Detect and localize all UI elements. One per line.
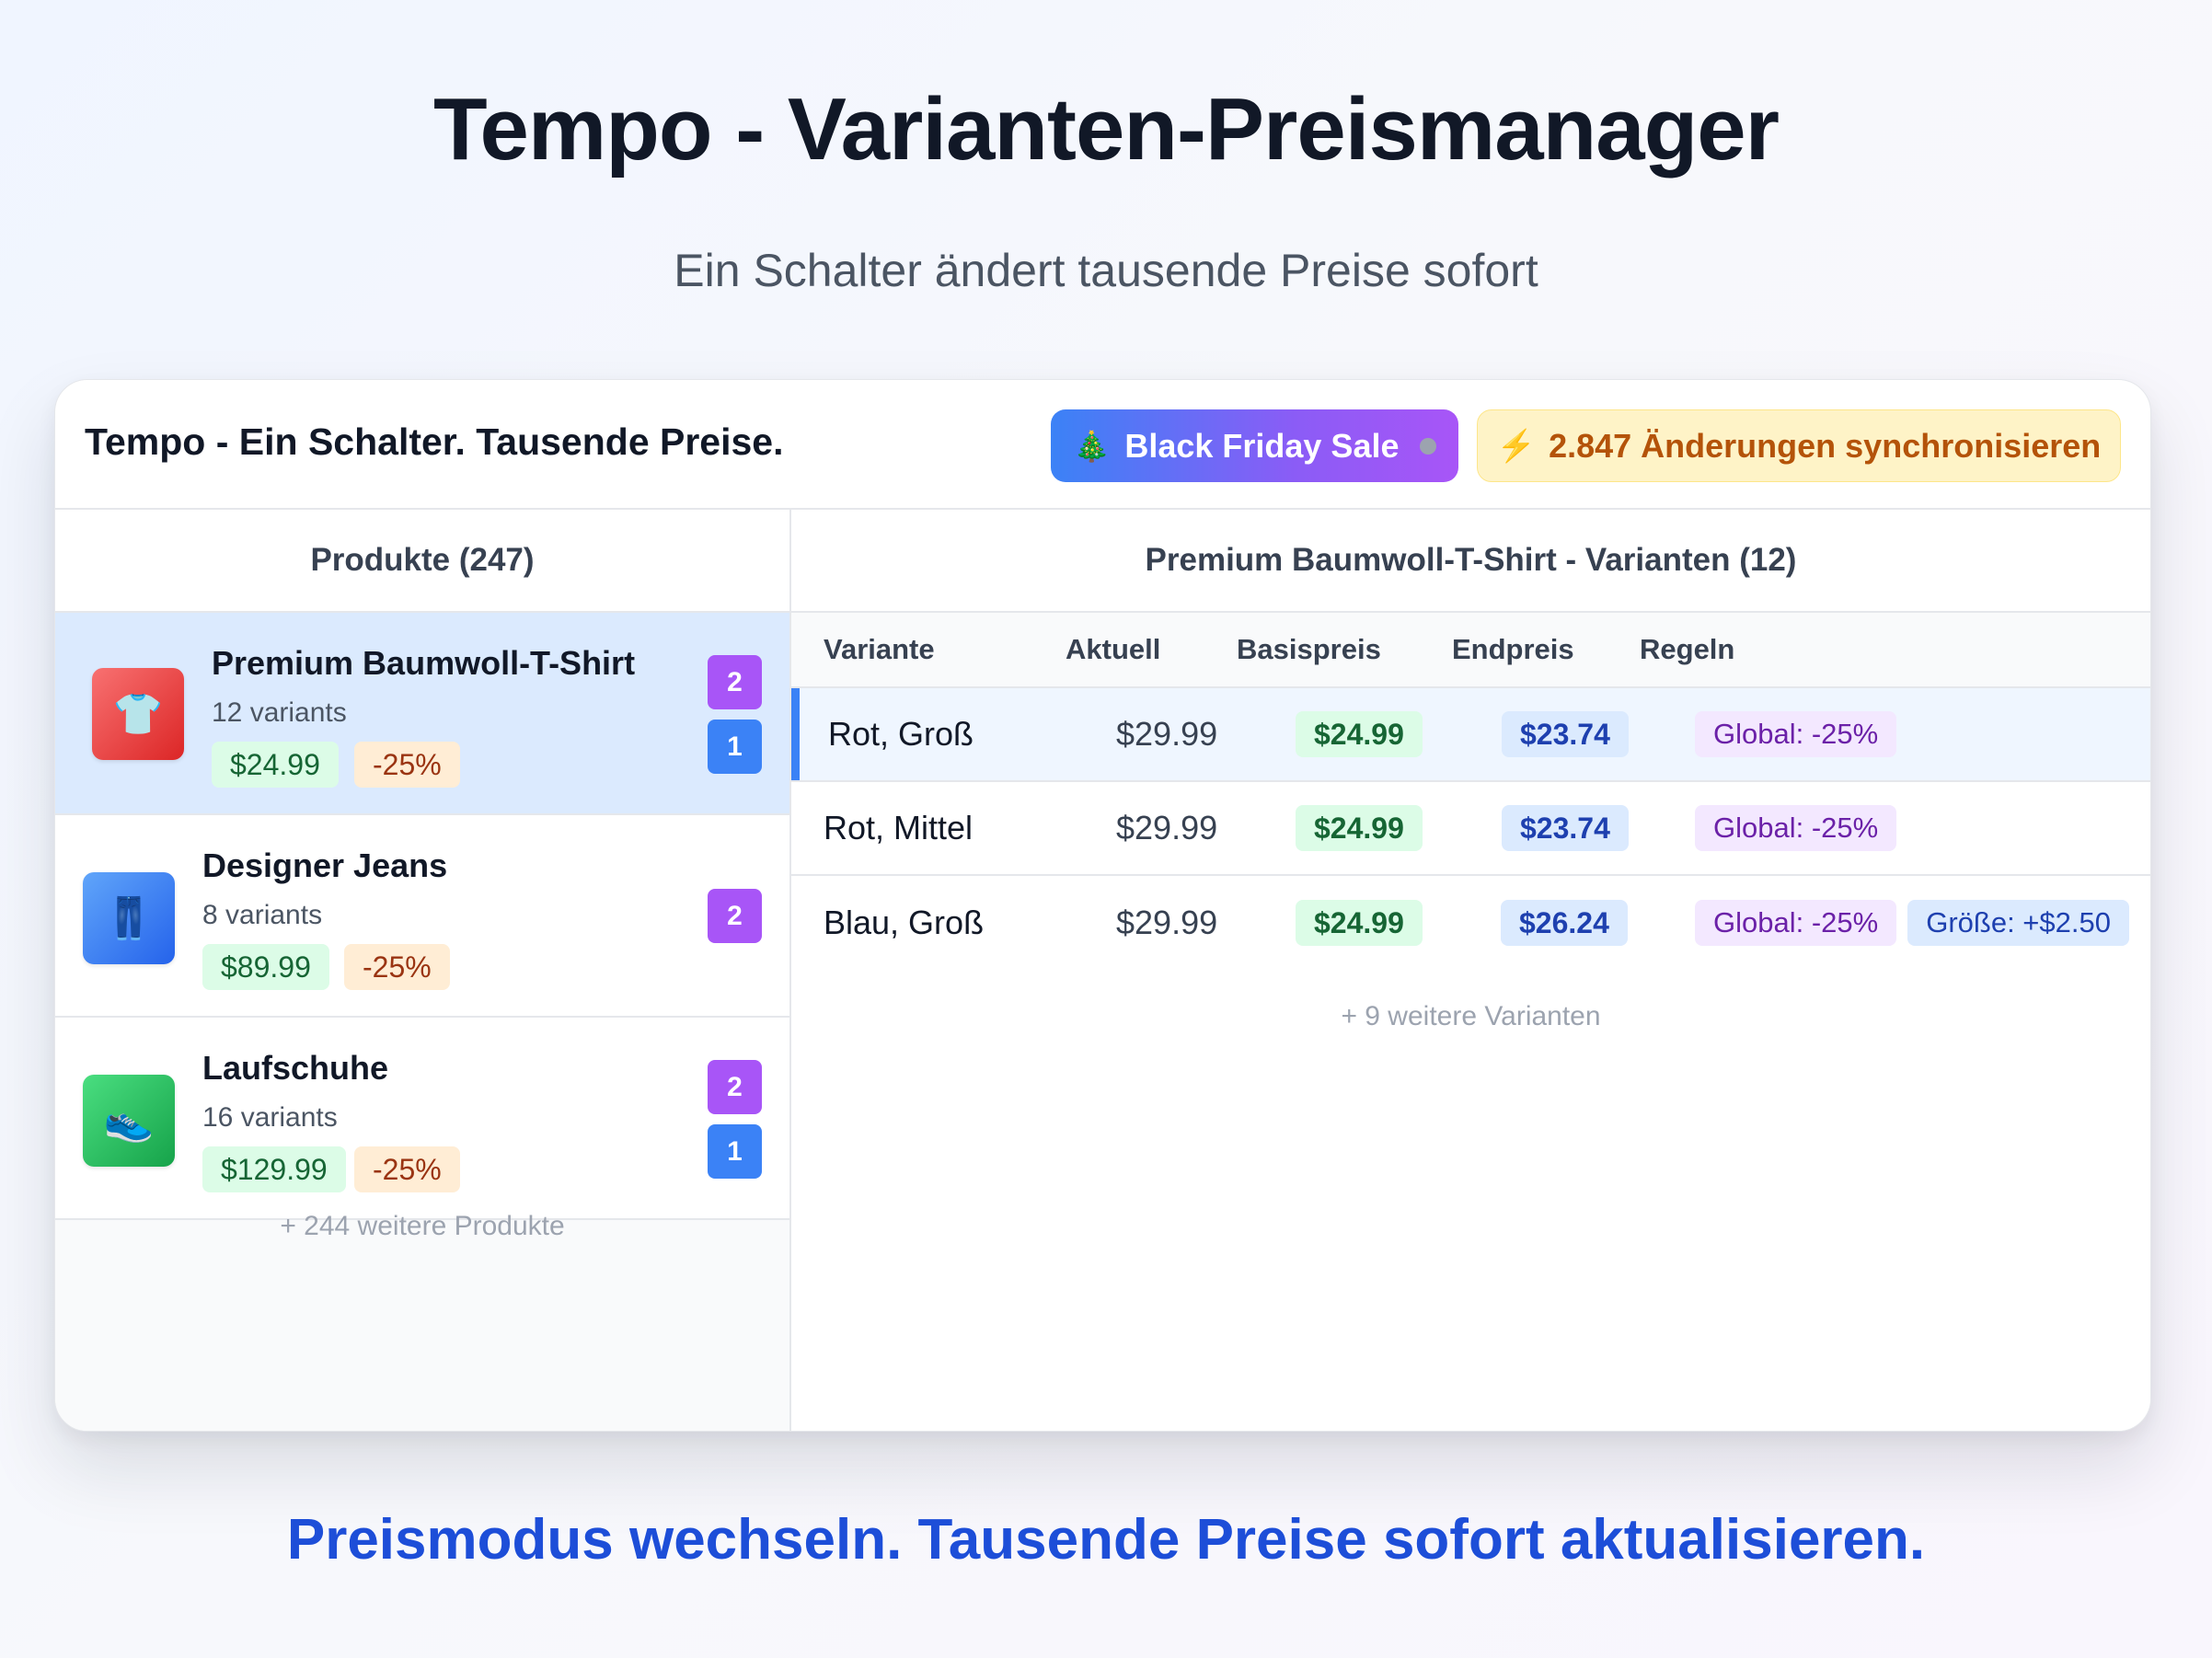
sync-label: 2.847 Änderungen synchronisieren [1549, 426, 2102, 465]
rule-count-badge: 2 [708, 655, 762, 709]
variant-final-price: $23.74 [1502, 711, 1629, 757]
variant-name: Blau, Groß [824, 904, 985, 941]
app-title: Tempo - Ein Schalter. Tausende Preise. [85, 420, 784, 463]
product-price: $24.99 [212, 742, 339, 788]
sale-label: Black Friday Sale [1124, 426, 1400, 465]
app-header: Tempo - Ein Schalter. Tausende Preise. 🎄… [55, 380, 2150, 510]
variants-panel: Premium Baumwoll-T-Shirt - Varianten (12… [791, 510, 2150, 1431]
column-header-current: Aktuell [1066, 633, 1161, 665]
app-window: Tempo - Ein Schalter. Tausende Preise. 🎄… [54, 379, 2151, 1432]
product-discount: -25% [354, 1146, 460, 1192]
variant-base-price: $24.99 [1296, 900, 1423, 946]
column-header-variant: Variante [824, 633, 935, 665]
hero-subtitle: Ein Schalter ändert tausende Preise sofo… [674, 245, 1538, 296]
more-products-link[interactable]: + 244 weitere Produkte [280, 1211, 565, 1241]
column-header-base-price: Basispreis [1237, 633, 1381, 665]
toggle-status-dot [1419, 437, 1436, 455]
column-header-final-price: Endpreis [1452, 633, 1574, 665]
product-discount: -25% [344, 944, 450, 990]
variant-name: Rot, Mittel [824, 809, 974, 846]
tshirt-icon: 👕 [92, 668, 184, 760]
variant-final-price: $23.74 [1502, 805, 1629, 851]
sneaker-icon: 👟 [83, 1075, 175, 1167]
lightning-icon: ⚡ [1496, 428, 1537, 464]
variants-table-header: Variante Aktuell Basispreis Endpreis Reg… [791, 613, 2150, 688]
variant-current-price: $29.99 [1116, 809, 1218, 846]
hero-title: Tempo - Varianten-Preismanager [432, 80, 1780, 178]
more-variants-link[interactable]: + 9 weitere Varianten [1341, 1001, 1601, 1031]
products-panel: Produkte (247) 👕 Premium Baumwoll-T-Shir… [55, 510, 791, 1431]
rule-count-badge: 2 [708, 889, 762, 943]
rule-tag-global: Global: -25% [1695, 900, 1897, 946]
variants-heading: Premium Baumwoll-T-Shirt - Varianten (12… [791, 510, 2150, 613]
product-item-sneakers[interactable]: 👟 Laufschuhe 16 variants $129.99 -25% 2 … [55, 1018, 789, 1220]
sync-changes-button[interactable]: ⚡ 2.847 Änderungen synchronisieren [1477, 409, 2121, 482]
override-count-badge: 1 [708, 1124, 762, 1179]
variant-current-price: $29.99 [1116, 715, 1218, 753]
variant-name: Rot, Groß [828, 715, 974, 753]
christmas-tree-icon: 🎄 [1073, 429, 1111, 463]
products-heading: Produkte (247) [55, 510, 789, 613]
table-row[interactable]: Blau, Groß $29.99 $24.99 $26.24 Global: … [791, 876, 2150, 970]
override-count-badge: 1 [708, 720, 762, 774]
table-row[interactable]: Rot, Mittel $29.99 $24.99 $23.74 Global:… [791, 782, 2150, 876]
product-discount: -25% [354, 742, 460, 788]
rule-tag-global: Global: -25% [1695, 711, 1897, 757]
product-price: $89.99 [202, 944, 329, 990]
jeans-icon: 👖 [83, 872, 175, 964]
product-name: Designer Jeans [202, 846, 448, 884]
product-name: Premium Baumwoll-T-Shirt [212, 644, 636, 682]
product-variant-count: 8 variants [202, 900, 323, 930]
variant-current-price: $29.99 [1116, 904, 1218, 941]
product-name: Laufschuhe [202, 1049, 389, 1087]
rule-tag-size: Größe: +$2.50 [1907, 900, 2129, 946]
product-variant-count: 16 variants [202, 1102, 338, 1133]
rule-count-badge: 2 [708, 1060, 762, 1114]
rule-tag-global: Global: -25% [1695, 805, 1897, 851]
product-variant-count: 12 variants [212, 697, 347, 728]
product-item-tshirt[interactable]: 👕 Premium Baumwoll-T-Shirt 12 variants $… [55, 613, 789, 815]
product-item-jeans[interactable]: 👖 Designer Jeans 8 variants $89.99 -25% … [55, 815, 789, 1018]
product-price: $129.99 [202, 1146, 346, 1192]
variant-final-price: $26.24 [1501, 900, 1628, 946]
footer-tagline: Preismodus wechseln. Tausende Preise sof… [286, 1508, 1926, 1572]
column-header-rules: Regeln [1640, 633, 1735, 665]
variant-base-price: $24.99 [1296, 805, 1423, 851]
variant-base-price: $24.99 [1296, 711, 1423, 757]
table-row[interactable]: Rot, Groß $29.99 $24.99 $23.74 Global: -… [791, 688, 2150, 782]
black-friday-sale-toggle[interactable]: 🎄 Black Friday Sale [1051, 409, 1458, 482]
